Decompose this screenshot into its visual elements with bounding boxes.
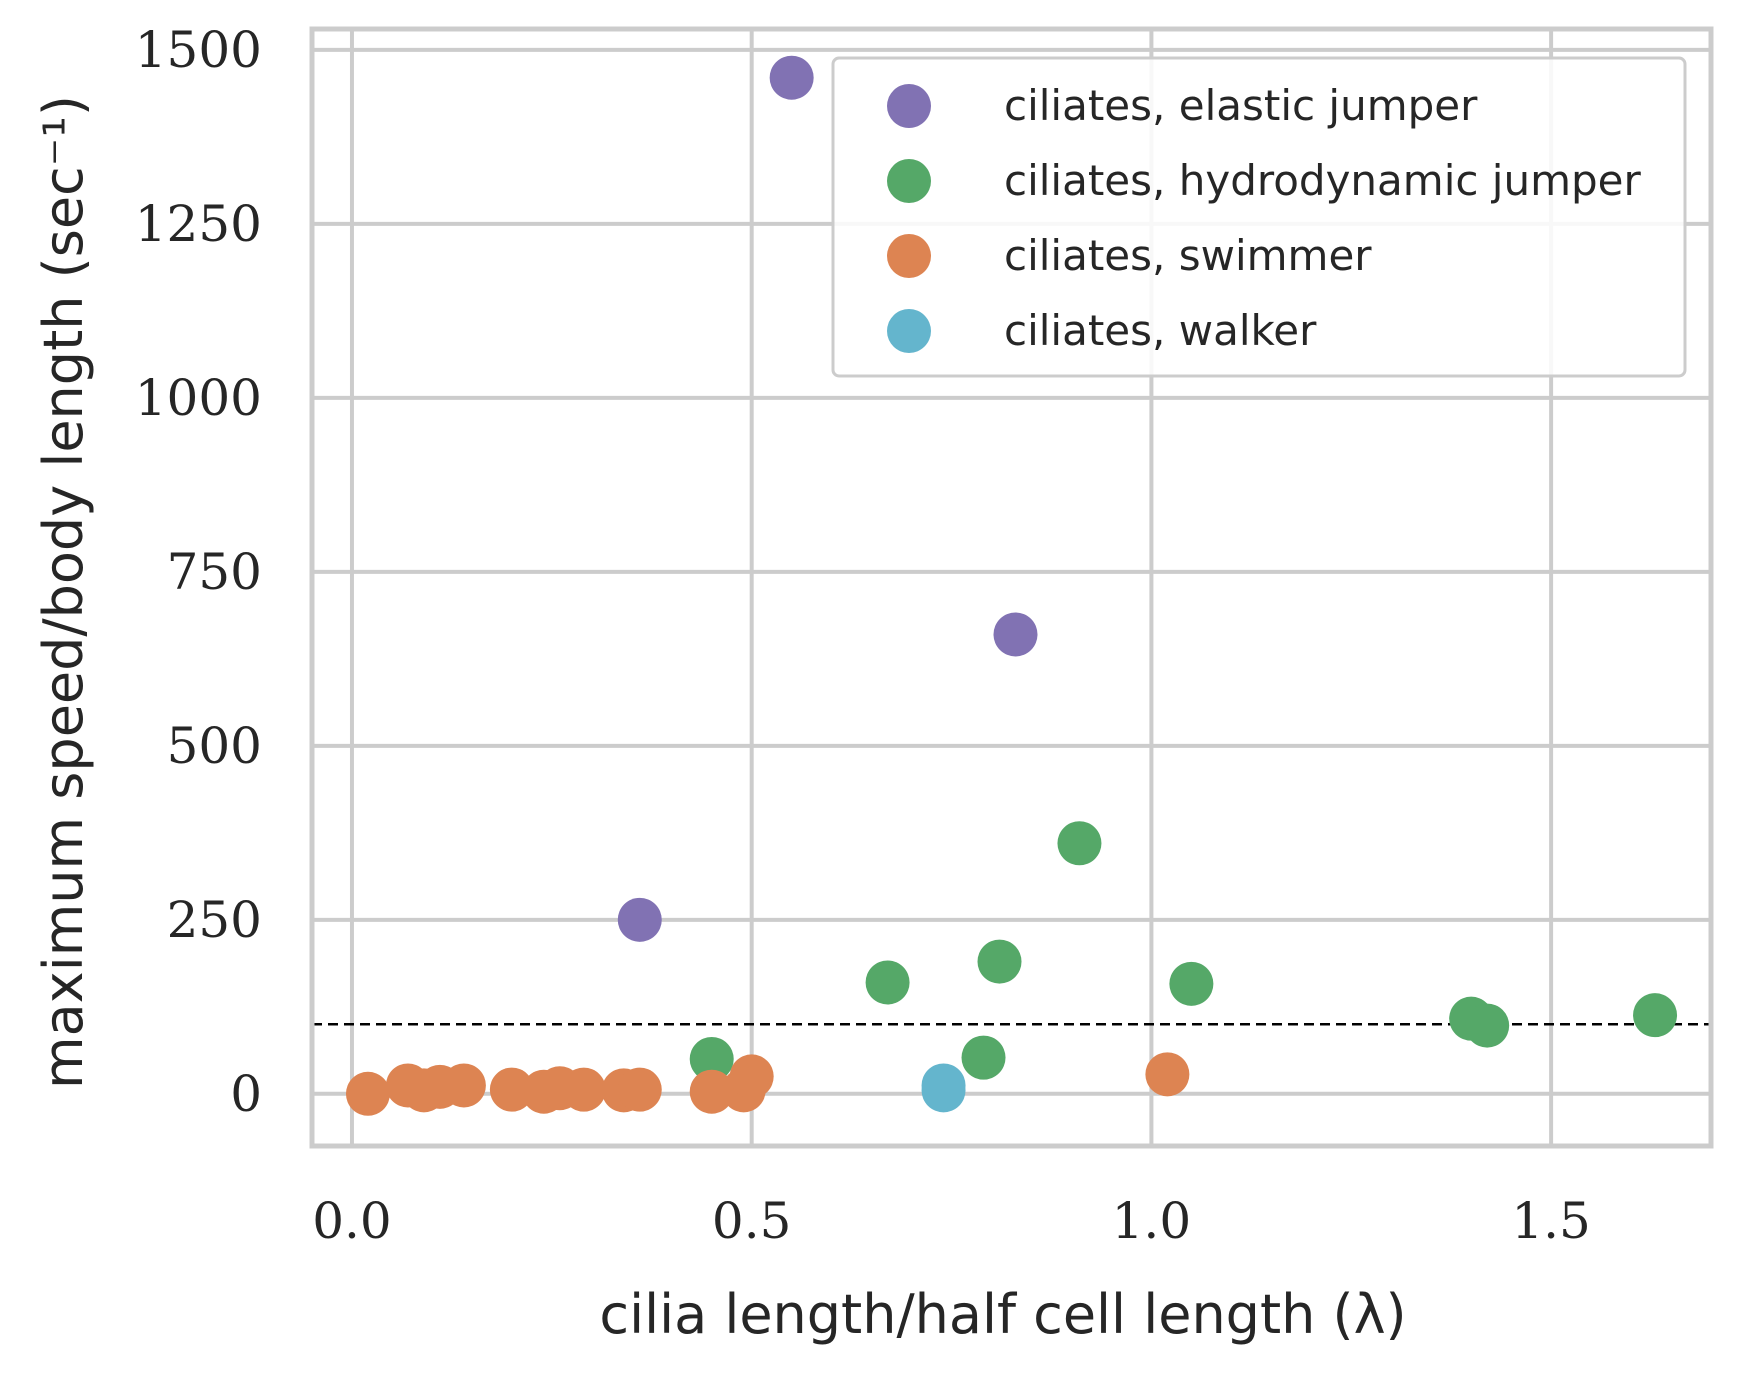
data-points: [345, 55, 1678, 1116]
y-axis-label: maximum speed/body length (sec⁻¹): [32, 95, 95, 1089]
x-tick-label: 1.0: [1112, 1192, 1192, 1250]
y-tick-label: 0: [230, 1065, 262, 1123]
data-point: [1465, 1003, 1510, 1048]
x-tick-label: 0.5: [712, 1192, 792, 1250]
legend-label: ciliates, elastic jumper: [1004, 81, 1478, 130]
data-point: [689, 1069, 734, 1114]
legend-items: ciliates, elastic jumper ciliates, hydrod…: [887, 81, 1642, 355]
legend-marker: [887, 234, 931, 278]
data-point: [769, 55, 814, 100]
y-tick-label: 1500: [135, 21, 262, 79]
data-point: [865, 960, 910, 1005]
data-point: [961, 1035, 1006, 1080]
y-tick-label: 500: [167, 717, 262, 775]
legend-box: [831, 56, 1687, 378]
data-point: [993, 612, 1038, 657]
data-point: [345, 1071, 390, 1116]
data-point: [441, 1063, 486, 1108]
x-tick-labels: 0.0 0.5 1.0 1.5: [312, 1192, 1591, 1250]
y-tick-label: 250: [167, 891, 262, 949]
data-point: [689, 1037, 734, 1082]
legend-marker: [887, 309, 931, 353]
data-point: [1057, 821, 1102, 866]
data-point: [617, 1067, 662, 1112]
legend-label: ciliates, walker: [1004, 306, 1317, 355]
y-tick-label: 1000: [135, 369, 262, 427]
data-point: [1145, 1052, 1190, 1097]
data-point: [977, 939, 1022, 984]
legend-marker: [887, 84, 931, 128]
x-tick-label: 1.5: [1511, 1192, 1591, 1250]
data-point: [1169, 961, 1214, 1006]
data-point: [921, 1063, 966, 1108]
data-point: [1633, 993, 1678, 1038]
data-point: [489, 1067, 534, 1112]
y-tick-labels: 0 250 500 750 1000 1250 1500: [135, 21, 262, 1123]
legend-marker: [887, 159, 931, 203]
x-axis-label: cilia length/half cell length (λ): [599, 1283, 1406, 1346]
y-tick-label: 750: [167, 543, 262, 601]
data-point: [561, 1067, 606, 1112]
data-point: [729, 1054, 774, 1099]
y-tick-label: 1250: [135, 195, 262, 253]
plot-frame: [309, 26, 1714, 1149]
data-point: [617, 897, 662, 942]
x-tick-label: 0.0: [312, 1192, 392, 1250]
legend-label: ciliates, hydrodynamic jumper: [1004, 156, 1642, 205]
legend: ciliates, elastic jumper ciliates, hydrod…: [831, 56, 1687, 378]
legend-label: ciliates, swimmer: [1004, 231, 1372, 280]
